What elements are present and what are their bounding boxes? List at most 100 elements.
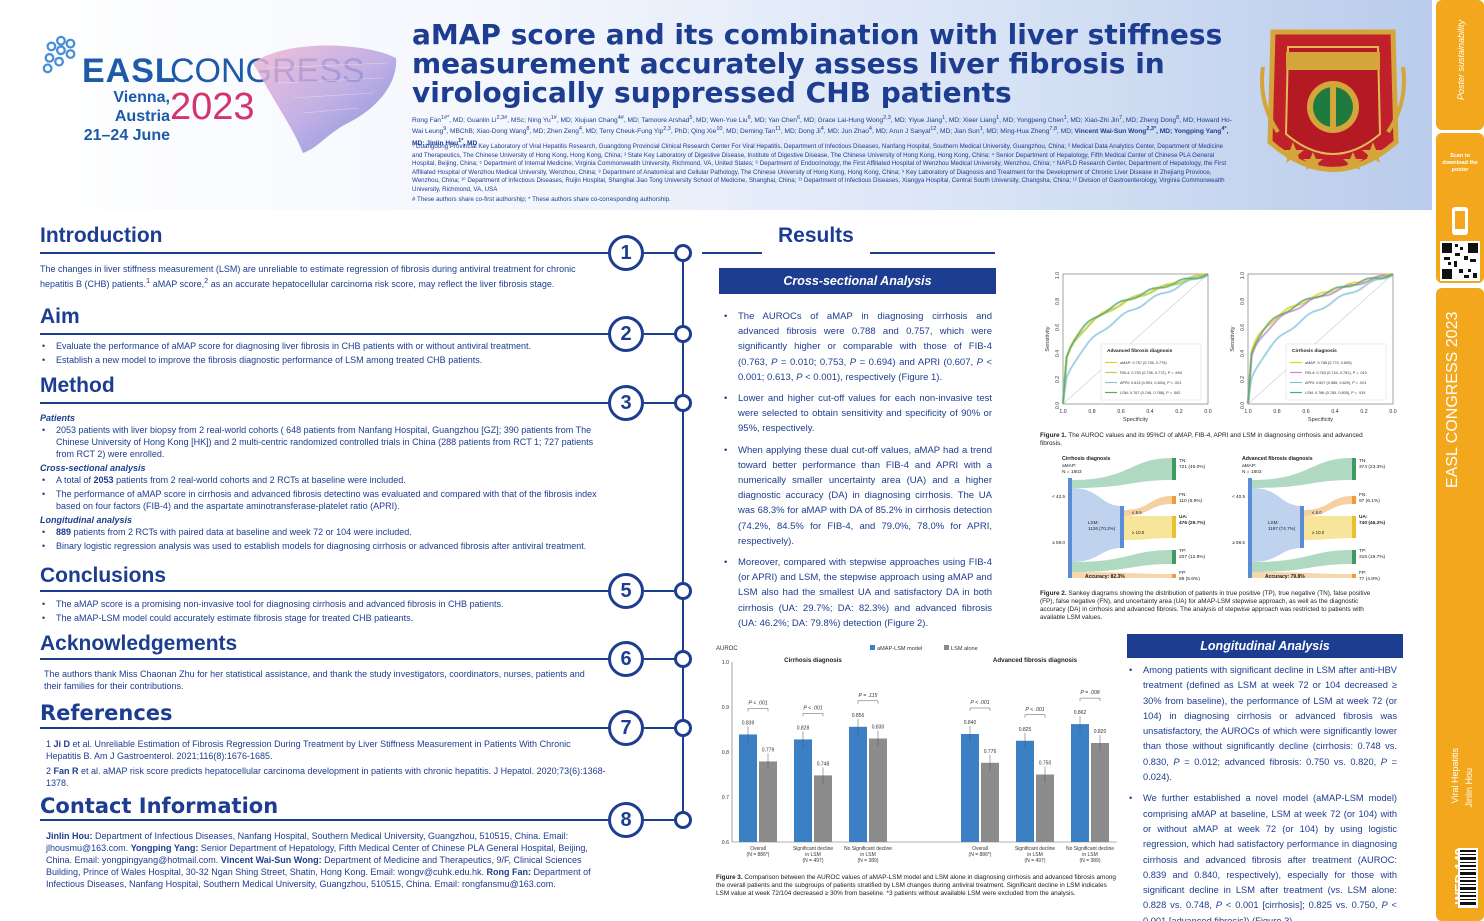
bar-category-label: No Significant decline [844,846,892,852]
sankey-lsm-label: LSM: [1268,520,1279,525]
sankey-outcome-value: 207 (12.9%) [1179,554,1206,560]
roc-x-tick: 0.0 [1389,409,1396,415]
roc-y-tick: 1.0 [1240,272,1246,279]
roc-plot-frame [1062,273,1209,405]
list-item: Evaluate the performance of aMAP score f… [40,340,605,352]
roc-y-tick: 0.8 [1055,298,1061,305]
introduction-text: The changes in liver stiffness measureme… [40,264,576,289]
roc-x-tick: 0.8 [1273,409,1280,415]
qr-code-icon[interactable] [1440,241,1480,281]
bar-value-label: 0.748 [817,761,830,767]
sankey-outcome-value: 374 (23.3%) [1359,464,1386,470]
barcode-icon [1458,848,1478,908]
roc-y-tick: 0.2 [1055,376,1061,383]
roc-x-tick: 0.2 [1360,409,1367,415]
side-strip: Poster sustainability Scan to download t… [1436,0,1484,921]
sankey-title: Cirrhosis diagnosis [1062,456,1111,462]
roc-curve [1247,273,1394,404]
sankey-lsm-n: 1126 (70.2%) [1088,526,1116,531]
roc-y-tick: 0.0 [1055,402,1061,409]
sankey-lsm-low: ≤ 6.0 [1312,510,1322,515]
introduction-rule [40,252,612,254]
bar-value-label: 0.840 [964,720,977,726]
sankey-flow-fp [1072,572,1172,578]
bar-y-tick: 0.6 [722,840,729,846]
roc-legend-box [1100,343,1202,401]
timeline-node-5 [674,582,692,600]
figure-2-caption: Figure 2. Sankey diagrams showing the di… [1040,590,1371,621]
legend-model: aMAP-LSM model [877,646,922,652]
bar-value-label: 0.828 [797,725,810,731]
sankey-accuracy: Accuracy: 79.8% [1265,574,1305,580]
references-list: 1 Ji D et al. Unreliable Estimation of F… [46,738,606,792]
sankey-outcome-label: TN: [1359,458,1367,464]
conclusions-rule [40,590,612,592]
bar-category-label: Significant decline [793,846,834,852]
conclusions-items: The aMAP score is a promising non-invasi… [40,598,605,624]
longitudinal-subheading: Longitudinal analysis [40,515,133,525]
roc-y-tick: 0.4 [1240,350,1246,357]
bar-pvalue-bracket [1024,714,1046,718]
cross-sectional-results: The AUROCs of aMAP in diagnosing cirrhos… [724,309,992,637]
roc-x-tick: 0.8 [1088,409,1095,415]
qr-download-panel[interactable]: Scan to download the poster [1436,133,1484,283]
aim-items: Evaluate the performance of aMAP score f… [40,340,605,366]
roc-legend-entry: aMAP: 0.757 (0.736, 0.775) [1120,361,1167,365]
references-rule [40,727,612,729]
introduction-heading: Introduction [40,224,163,247]
bar [759,761,777,842]
list-item: Binary logistic regression analysis was … [40,540,605,552]
bar-category-label: in LSM [805,852,821,858]
sankey-flow-ua [1304,516,1352,540]
sankey-n: N = 1603 [1062,469,1082,475]
sankey-source-node [1248,478,1252,578]
timeline-node-8 [674,811,692,829]
sankey-outcome-value: 476 (29.7%) [1179,520,1206,526]
sankey-flow-tp [1252,550,1352,572]
sankey-high-cut: ≥ 58.5 [1232,540,1245,545]
sankey-flow-lsm [1252,488,1302,562]
bar-value-label: 0.839 [742,720,755,726]
roc-x-label: Specificity [1123,417,1148,423]
connector-7 [644,727,676,729]
sankey-outcome-label: FN: [1179,492,1187,498]
list-item: The aMAP-LSM model could accurately esti… [40,612,605,624]
timeline-node-6 [674,650,692,668]
bar-pvalue-bracket [969,707,991,711]
bar-category-label: in LSM [1082,852,1098,858]
bar-category-label: in LSM [1027,852,1043,858]
cross-sectional-box: Cross-sectional Analysis [719,268,996,294]
list-item: Establish a new model to improve the fib… [40,354,605,366]
logo-easl: EASL [82,52,177,90]
bar-pvalue: P = .115 [859,693,878,699]
roc-curve [1062,273,1209,404]
sankey-lsm-high: ≥ 10.5 [1132,530,1145,535]
bar-category-label: (N = 886*) [969,852,992,858]
acknowledgements-rule [40,658,612,660]
roc-y-label: Sensitivity [1230,326,1236,351]
bar-value-label: 0.856 [852,713,865,719]
roc-legend-entry: aMAP: 0.788 (0.770, 0.805) [1305,361,1352,365]
bar-y-label: AUROC [716,646,738,652]
aim-list: Evaluate the performance of aMAP score f… [40,340,605,368]
roc-legend-entry: APRI: 0.607 (0.585, 0.629), P < .001 [1305,381,1366,385]
poster-sustainability-badge: Poster sustainability [1436,0,1484,130]
roc-legend-entry: FIB-4: 0.753 (0.736, 0.772), P = .694 [1120,371,1182,375]
bar-category-label: (N = 389) [858,858,879,864]
bar-panel-title: Cirrhosis diagnosis [784,657,842,664]
sankey-target-node [1172,496,1176,504]
roc-reference-line [1247,273,1394,405]
conclusions-heading: Conclusions [40,564,167,587]
roc-x-tick: 0.6 [1117,409,1124,415]
bar [1016,740,1034,842]
sankey-target-node [1352,496,1356,504]
bar-y-tick: 0.8 [722,750,729,756]
section-number-7: 7 [608,710,644,746]
legend-lsm: LSM alone [951,646,978,652]
results-rule-right [870,252,995,254]
sankey-outcome-value: 110 (6.9%) [1179,498,1203,504]
bar-pvalue-bracket [802,713,824,717]
connector-5 [644,590,676,592]
figure-1-caption: Figure 1. The AUROC values and its 95%CI… [1040,432,1363,447]
